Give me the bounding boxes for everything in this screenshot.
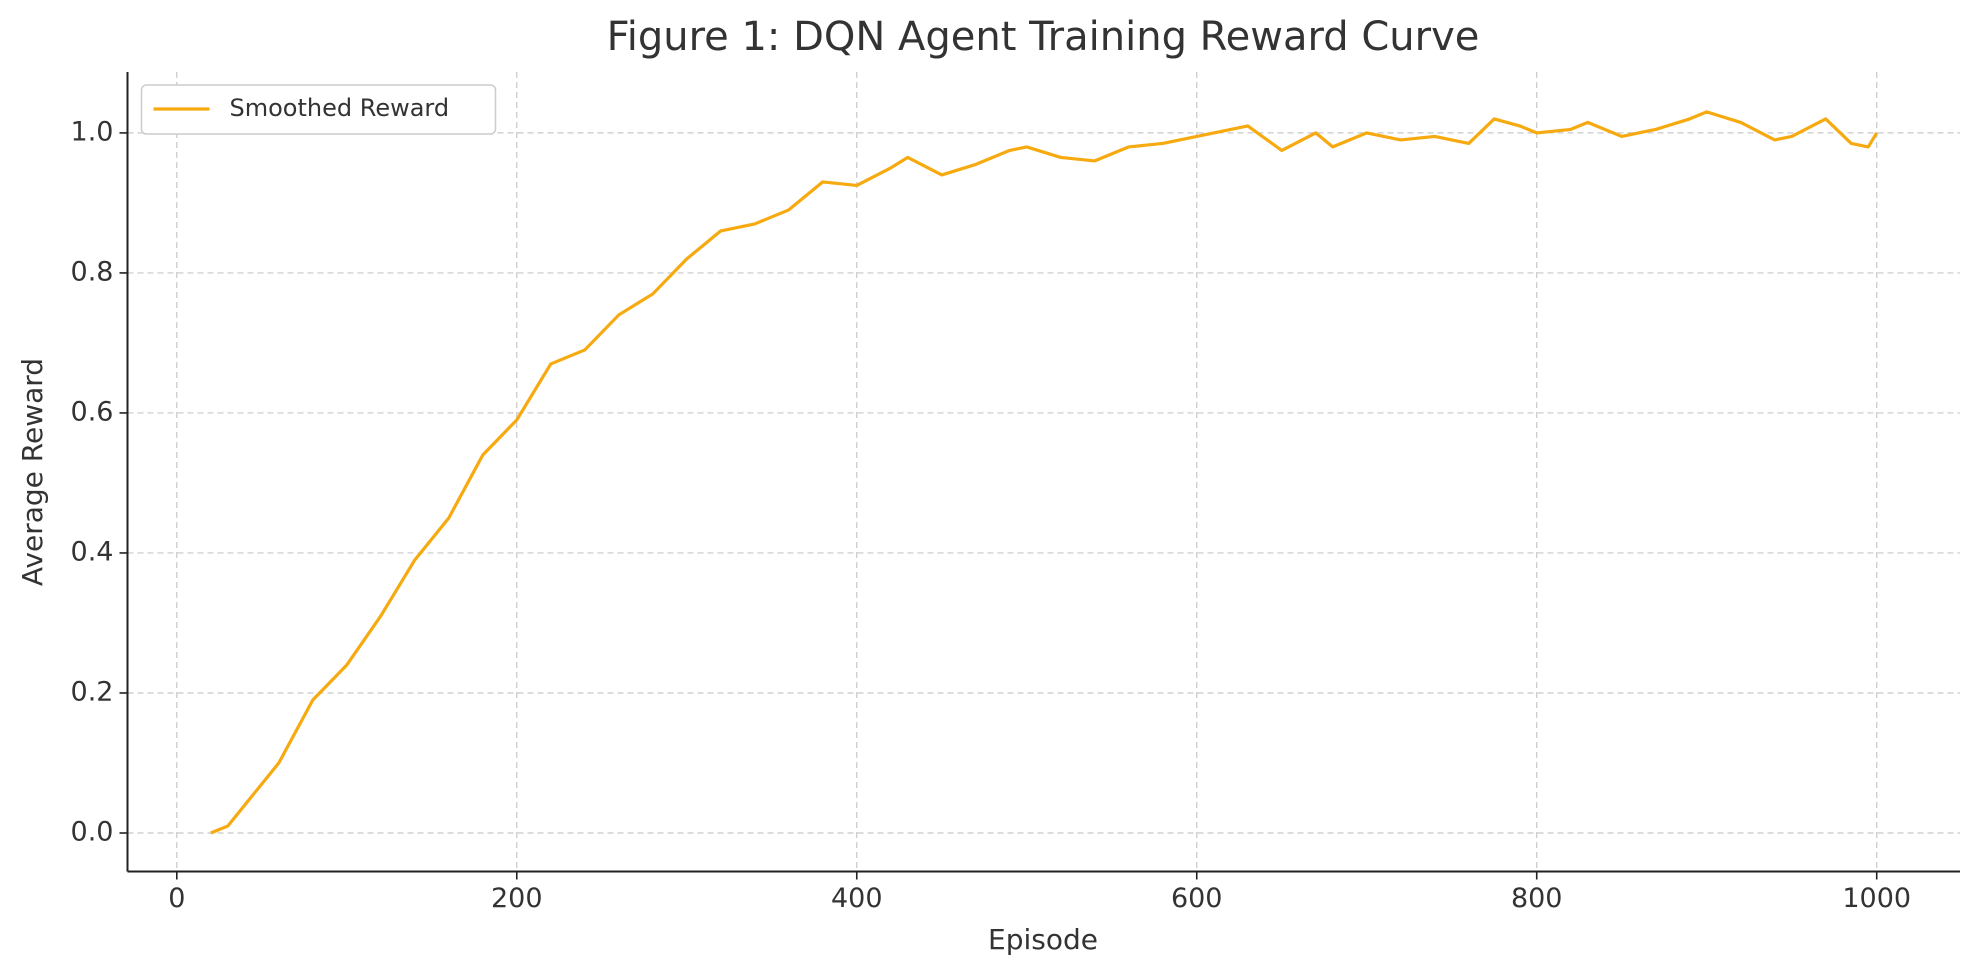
x-tick-label: 600 bbox=[1171, 883, 1223, 914]
y-axis-label: Average Reward bbox=[16, 358, 49, 586]
legend bbox=[140, 84, 497, 135]
x-tick-label: 0 bbox=[168, 883, 185, 914]
x-tick-label: 200 bbox=[491, 883, 543, 914]
x-tick-label: 1000 bbox=[1842, 883, 1911, 914]
x-tick-label: 400 bbox=[831, 883, 883, 914]
x-axis-label: Episode bbox=[988, 923, 1098, 956]
y-tick-label: 0.2 bbox=[71, 676, 114, 707]
y-tick-label: 0.8 bbox=[71, 256, 114, 287]
y-tick-label: 0.6 bbox=[71, 396, 114, 427]
y-tick-label: 1.0 bbox=[71, 116, 114, 147]
line-series bbox=[210, 110, 1879, 835]
x-tick-label: 800 bbox=[1511, 883, 1563, 914]
chart-title: Figure 1: DQN Agent Training Reward Curv… bbox=[607, 14, 1480, 60]
y-tick-label: 0.0 bbox=[71, 816, 114, 847]
legend-label: Smoothed Reward bbox=[230, 94, 450, 122]
y-tick-label: 0.4 bbox=[71, 536, 114, 567]
